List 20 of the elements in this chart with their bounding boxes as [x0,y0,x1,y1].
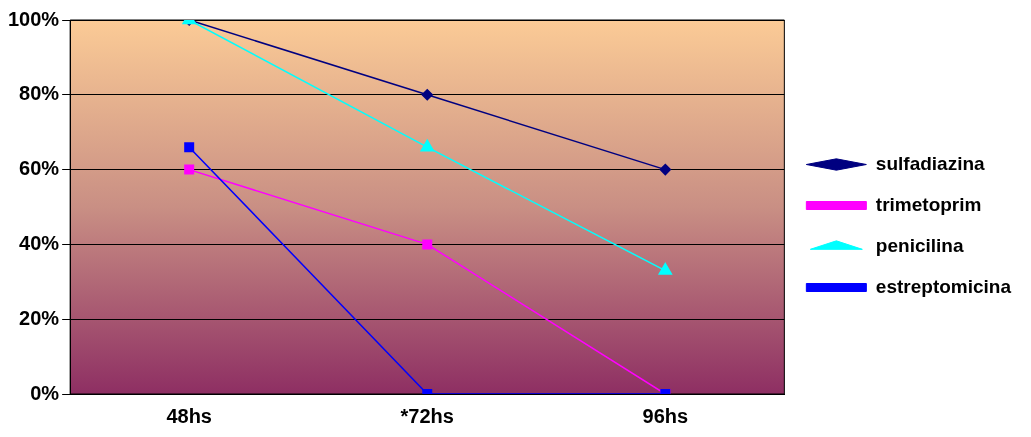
x-tick-label: 96hs [642,404,689,427]
y-tick-label: 0% [30,381,60,404]
x-tick-label: 48hs [166,404,212,427]
point [184,142,195,153]
point [422,239,433,250]
y-tick-label: 40% [19,231,60,254]
legend-label: trimetoprim [875,193,982,215]
y-tick-label: 80% [19,82,60,105]
legend-label: estreptomicina [875,275,1012,297]
y-tick-label: 100% [8,7,60,30]
point [420,139,435,152]
point [421,89,433,101]
point [658,262,673,275]
y-tick-label: 20% [19,306,60,329]
point [659,163,672,176]
legend-label: sulfadiazina [875,152,986,174]
y-tick-label: 60% [19,157,60,180]
point [184,164,195,175]
legend-label: penicilina [875,234,964,256]
x-tick-label: *72hs [400,404,454,427]
